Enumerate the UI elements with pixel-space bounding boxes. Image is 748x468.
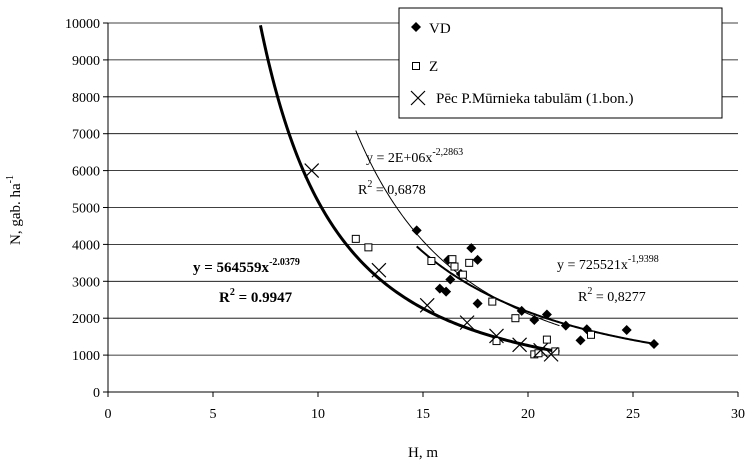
y-tick-label: 3000 [72,275,100,290]
legend-label-murnieks: Pēc P.Mūrnieka tabulām (1.bon.) [436,91,633,107]
data-point-series-0 [561,321,571,331]
y-tick-label: 9000 [72,54,100,69]
data-point-series-0 [576,335,586,345]
x-tick-label: 5 [210,407,217,422]
r2-z-value: = 0,6878 [372,183,425,198]
svg-text:N, gab. ha-1: N, gab. ha-1 [5,175,24,245]
data-point-series-0 [622,325,632,335]
eq-label-murnieks: y = 564559x-2.0379 [193,257,300,276]
y-tick-label: 0 [93,386,100,401]
data-point-series-1 [489,298,496,305]
y-axis-title-main: N, gab. ha [8,183,24,245]
r2-vd-value: = 0,8277 [592,290,645,305]
x-tick-label: 10 [311,407,325,422]
data-point-series-0 [473,298,483,308]
y-axis-title-sup: -1 [5,175,16,183]
data-point-series-1 [466,259,473,266]
eq-z-text: y = 2E+06x [366,151,432,166]
legend-label-z: Z [429,59,438,75]
data-point-series-0 [649,339,659,349]
data-point-series-1 [512,315,519,322]
data-point-series-1 [552,348,559,355]
data-point-series-1 [352,235,359,242]
data-point-series-1 [588,331,595,338]
x-tick-label: 25 [626,407,640,422]
y-axis-title: N, gab. ha-1 [5,175,24,245]
data-point-series-0 [412,225,422,235]
y-tick-label: 10000 [65,17,100,32]
y-tick-label: 2000 [72,312,100,327]
data-point-series-1 [459,271,466,278]
y-tick-label: 4000 [72,238,100,253]
x-tick-label: 20 [521,407,535,422]
eq-murnieks-sup: -2.0379 [269,257,300,268]
y-tick-label: 5000 [72,202,100,217]
y-tick-label: 7000 [72,128,100,143]
legend: VD Z Pēc P.Mūrnieka tabulām (1.bon.) [399,8,722,118]
data-point-series-0 [529,315,539,325]
r2-label-vd: R2 = 0,8277 [578,286,646,305]
y-tick-label: 1000 [72,349,100,364]
x-tick-label: 0 [105,407,112,422]
y-tick-label: 8000 [72,91,100,106]
data-point-series-1 [365,244,372,251]
x-tick-label: 30 [731,407,745,422]
eq-murnieks-text: y = 564559x [193,260,270,276]
r2-label-z: R2 = 0,6878 [358,179,426,198]
eq-label-vd: y = 725521x-1,9398 [557,254,659,273]
legend-label-vd: VD [429,21,451,37]
data-point-series-1 [449,256,456,263]
data-point-series-1 [543,336,550,343]
data-point-series-0 [473,255,483,265]
eq-vd-text: y = 725521x [557,258,628,273]
legend-marker-z [413,63,420,70]
eq-z-sup: -2,2863 [432,147,463,158]
r2-murnieks-r: R [219,290,230,306]
data-point-series-2 [372,263,386,277]
eq-vd-sup: -1,9398 [628,254,659,265]
eq-label-z: y = 2E+06x-2,2863 [366,147,463,166]
y-tick-label: 6000 [72,165,100,180]
r2-label-murnieks: R2 = 0.9947 [219,287,293,306]
data-point-series-1 [428,258,435,265]
data-point-series-1 [451,263,458,270]
x-tick-label: 15 [416,407,430,422]
x-axis-title: H, m [408,445,438,461]
r2-murnieks-value: = 0.9947 [235,290,293,306]
